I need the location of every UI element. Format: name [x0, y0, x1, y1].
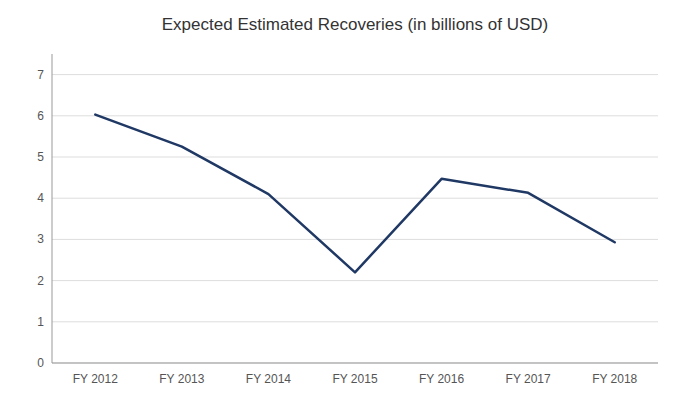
chart-svg: Expected Estimated Recoveries (in billio… — [0, 0, 680, 409]
x-tick-label: FY 2017 — [506, 372, 551, 386]
y-tick-label: 5 — [37, 150, 44, 164]
grid-line — [52, 321, 658, 322]
grid — [52, 75, 658, 363]
y-tick-label: 2 — [37, 274, 44, 288]
grid-line — [52, 239, 658, 240]
y-tick-label: 7 — [37, 68, 44, 82]
grid-line — [52, 74, 658, 75]
plot-area — [95, 115, 614, 273]
x-tick-label: FY 2013 — [159, 372, 204, 386]
x-tick-label: FY 2018 — [592, 372, 637, 386]
grid-line — [52, 363, 658, 364]
y-tick-label: 4 — [37, 191, 44, 205]
x-tick-label: FY 2016 — [419, 372, 464, 386]
x-axis-line — [52, 363, 658, 364]
y-tick-label: 1 — [37, 315, 44, 329]
chart-title: Expected Estimated Recoveries (in billio… — [162, 15, 548, 34]
x-tick-label: FY 2015 — [332, 372, 377, 386]
grid-line — [52, 280, 658, 281]
x-tick-label: FY 2014 — [246, 372, 291, 386]
x-tick-label: FY 2012 — [73, 372, 118, 386]
y-axis-line — [52, 54, 53, 363]
line — [95, 115, 614, 273]
y-tick-label: 0 — [37, 356, 44, 370]
grid-line — [52, 198, 658, 199]
chart-container: Expected Estimated Recoveries (in billio… — [0, 0, 680, 409]
y-tick-label: 6 — [37, 109, 44, 123]
grid-line — [52, 157, 658, 158]
grid-line — [52, 115, 658, 116]
y-tick-label: 3 — [37, 232, 44, 246]
